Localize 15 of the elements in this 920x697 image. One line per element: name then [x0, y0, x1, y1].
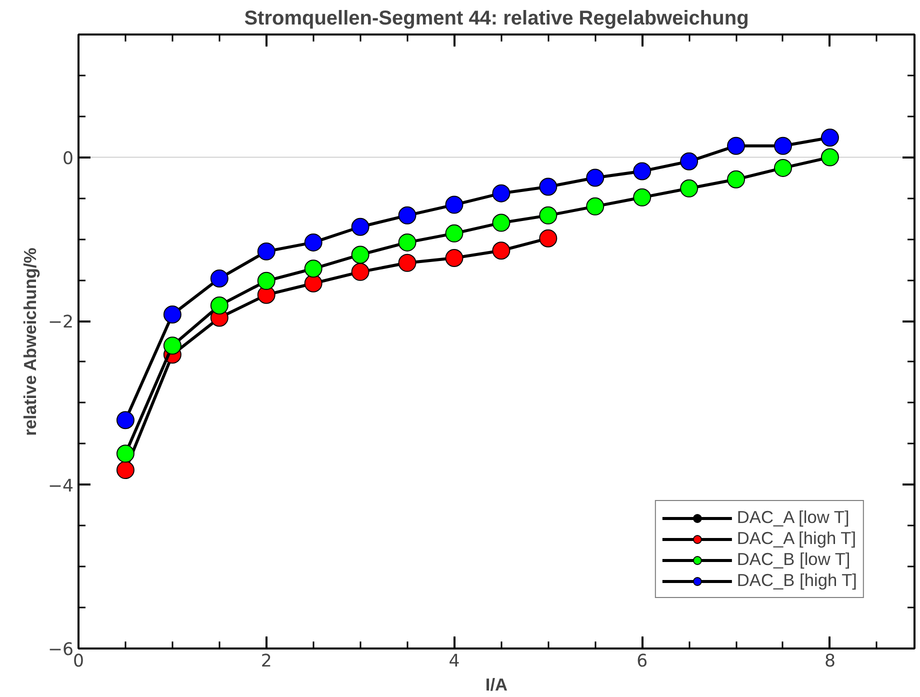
- legend-label: DAC_A [low T]: [736, 507, 850, 528]
- y-tick-label: −4: [48, 476, 74, 496]
- y-tick-label: −6: [48, 640, 74, 660]
- y-tick-label: −2: [48, 312, 74, 333]
- x-tick-label: 4: [448, 652, 460, 672]
- x-tick-label: 6: [636, 652, 648, 672]
- x-tick-label: 8: [824, 652, 836, 672]
- legend-label: DAC_B [high T]: [736, 570, 857, 591]
- chart-title: Stromquellen-Segment 44: relative Regelabweichung: [244, 8, 749, 30]
- legend-label: DAC_B [low T]: [736, 549, 850, 570]
- x-tick-label: 2: [260, 652, 272, 672]
- y-axis-title: relative Abweichung/%: [20, 248, 40, 436]
- x-axis-title: I/A: [485, 674, 508, 694]
- legend-label: DAC_A [high T]: [736, 528, 856, 549]
- y-tick-label: 0: [62, 148, 74, 169]
